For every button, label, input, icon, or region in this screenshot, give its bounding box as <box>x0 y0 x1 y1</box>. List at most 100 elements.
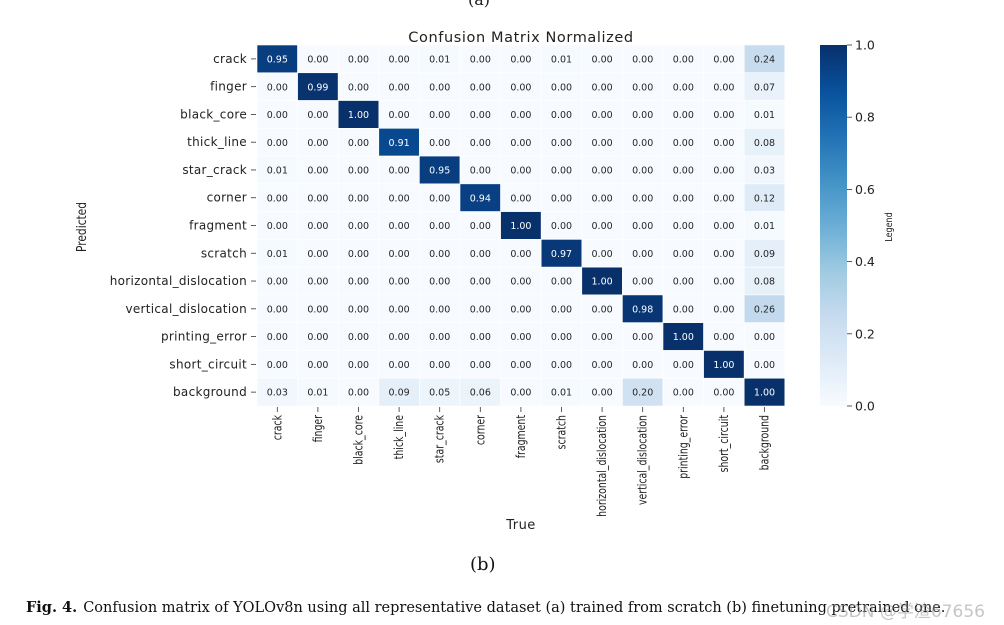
heatmap-cell <box>378 350 420 379</box>
heatmap-cell <box>419 322 461 351</box>
cell-value-label: 0.00 <box>713 82 734 93</box>
col-tick-label: horizontal_dislocation <box>595 415 609 517</box>
confusion-matrix-chart: Confusion Matrix Normalized 0.95 0.00 0.00… <box>74 30 895 533</box>
heatmap-cell <box>297 211 339 240</box>
cell-value-label: 0.00 <box>632 221 653 232</box>
cell-value-label: 0.00 <box>632 138 653 149</box>
col-tick-label: finger <box>311 415 325 443</box>
heatmap-cell <box>581 211 623 240</box>
cell-value-label: 1.00 <box>754 388 775 399</box>
row-tick-label: thick_line <box>187 135 247 149</box>
cell-value-label: 0.01 <box>754 110 775 121</box>
heatmap-cell <box>337 239 380 268</box>
caption-prefix: Fig. 4. <box>26 599 78 616</box>
col-tick-label: scratch <box>554 415 568 449</box>
heatmap-cell <box>662 44 704 74</box>
cell-value-label: 0.00 <box>348 360 369 371</box>
cell-value-label: 0.00 <box>673 221 694 232</box>
heatmap-cell <box>378 239 420 268</box>
heatmap-cell <box>703 266 745 296</box>
heatmap-cell <box>622 100 664 129</box>
heatmap-cell <box>540 211 583 240</box>
heatmap-cell <box>540 183 583 212</box>
cell-value-label: 0.00 <box>348 249 369 260</box>
heatmap-cell <box>378 183 420 212</box>
cell-value-label: 0.00 <box>348 221 369 232</box>
cell-value-label: 0.00 <box>267 110 288 121</box>
cell-value-label: 0.00 <box>592 249 613 260</box>
heatmap-cell <box>743 128 786 157</box>
heatmap-cell <box>743 322 786 351</box>
cell-value-label: 0.00 <box>632 332 653 343</box>
cell-value-label: 0.00 <box>429 277 450 288</box>
cell-value-label: 0.00 <box>429 304 450 315</box>
heatmap-cell <box>256 183 298 212</box>
cell-value-label: 0.00 <box>307 332 328 343</box>
cell-value-label: 0.00 <box>510 249 531 260</box>
cell-value-label: 0.00 <box>389 110 410 121</box>
cell-value-label: 0.00 <box>510 388 531 399</box>
colorbar-tick-label: 0.0 <box>855 399 875 414</box>
heatmap-cell <box>459 377 501 407</box>
cell-value-label: 0.00 <box>551 138 572 149</box>
cell-value-label: 0.00 <box>470 277 491 288</box>
row-tick-label: corner <box>207 191 247 205</box>
heatmap-cell <box>500 350 542 379</box>
heatmap-cell <box>581 100 623 129</box>
cell-value-label: 0.00 <box>267 277 288 288</box>
cell-value-label: 0.00 <box>592 110 613 121</box>
cell-value-label: 0.00 <box>429 332 450 343</box>
heatmap-cell <box>622 72 664 101</box>
heatmap-cell <box>297 350 339 379</box>
cell-value-label: 0.00 <box>267 221 288 232</box>
heatmap-cell <box>419 211 461 240</box>
row-tick-label: black_core <box>180 107 247 121</box>
heatmap-cell <box>540 322 583 351</box>
heatmap-cell <box>419 377 461 407</box>
heatmap-cell <box>337 100 380 129</box>
heatmap-cell <box>500 100 542 129</box>
cell-value-label: 0.95 <box>429 166 450 177</box>
cell-value-label: 0.00 <box>429 221 450 232</box>
heatmap-cell <box>703 322 745 351</box>
y-axis-label: Predicted <box>74 202 89 252</box>
cell-value-label: 0.00 <box>470 138 491 149</box>
heatmap-cell <box>540 100 583 129</box>
cell-value-label: 0.00 <box>510 54 531 65</box>
heatmap-cell <box>378 266 420 296</box>
cell-value-label: 0.00 <box>389 166 410 177</box>
col-tick-label: short_circuit <box>717 415 731 472</box>
cell-value-label: 0.01 <box>754 221 775 232</box>
colorbar-tick-label: 1.0 <box>855 38 875 53</box>
colorbar-label: Legend <box>884 212 895 241</box>
cell-value-label: 0.00 <box>592 221 613 232</box>
cell-value-label: 0.01 <box>307 388 328 399</box>
cell-value-label: 0.07 <box>754 82 775 93</box>
row-tick-label: short_circuit <box>169 357 247 371</box>
col-tick-label: background <box>757 415 771 470</box>
heatmap-cell <box>337 377 380 407</box>
row-tick-label: star_crack <box>182 163 247 177</box>
heatmap-cell <box>662 183 704 212</box>
heatmap-cell <box>256 377 298 407</box>
caption-text: Confusion matrix of YOLOv8n using all re… <box>83 600 946 616</box>
cell-value-label: 0.00 <box>592 138 613 149</box>
cell-value-label: 0.99 <box>307 82 328 93</box>
heatmap-cell <box>743 377 786 407</box>
heatmap-cell <box>540 294 583 323</box>
heatmap-cell <box>662 294 704 323</box>
cell-value-label: 0.00 <box>632 54 653 65</box>
heatmap-cell <box>662 266 704 296</box>
cell-value-label: 0.00 <box>348 166 369 177</box>
cell-value-label: 0.00 <box>510 277 531 288</box>
watermark: CSDN @学渣67656 <box>826 602 985 622</box>
cell-value-label: 0.00 <box>713 54 734 65</box>
cell-value-label: 0.00 <box>470 166 491 177</box>
cell-value-label: 0.00 <box>470 249 491 260</box>
colorbar-tick-label: 0.4 <box>855 254 875 269</box>
heatmap-cell <box>540 128 583 157</box>
cell-value-label: 0.00 <box>551 304 572 315</box>
cell-value-label: 0.06 <box>470 388 491 399</box>
cell-value-label: 0.00 <box>673 304 694 315</box>
